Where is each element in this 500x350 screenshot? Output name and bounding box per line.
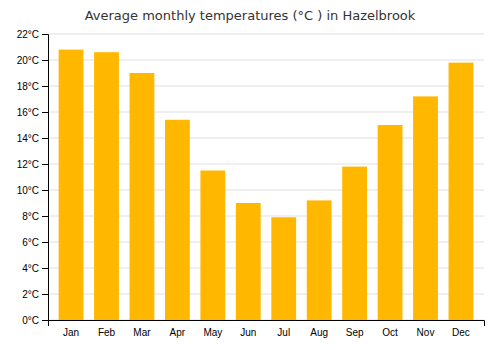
y-tick: 0°C (22, 315, 48, 326)
x-tick-label: Jul (277, 327, 290, 338)
y-axis: 0°C 2°C 4°C 6°C 8°C 10°C 12°C 14°C 16°C 18°C 20°C 2… (17, 29, 49, 326)
x-axis-line (49, 321, 485, 327)
x-tick-label: Dec (452, 327, 470, 338)
chart: 0°C 2°C 4°C 6°C 8°C 10°C 12°C 14°C 16°C 18°C 20°C 2… (0, 0, 500, 350)
y-tick: 22°C (17, 29, 48, 40)
x-tick: Jan (63, 327, 79, 338)
y-tick: 14°C (17, 133, 48, 144)
bar (165, 120, 190, 320)
bar (449, 63, 474, 320)
x-tick: Sep (346, 327, 364, 338)
title: Average monthly temperatures (°C ) in Ha… (85, 8, 416, 23)
y-tick-mark (42, 86, 48, 87)
x-tick: Nov (417, 327, 435, 338)
x-tick-label: Jan (63, 327, 79, 338)
x-tick: Jun (240, 327, 256, 338)
y-tick-mark (42, 268, 48, 269)
bar (271, 217, 296, 320)
y-tick: 16°C (17, 107, 48, 118)
bar (307, 200, 332, 320)
x-tick-label: Apr (170, 327, 186, 338)
y-tick-label: 20°C (17, 55, 39, 66)
x-tick: Oct (382, 327, 398, 338)
y-tick: 4°C (22, 263, 48, 274)
y-tick-label: 16°C (17, 107, 39, 118)
y-tick-label: 8°C (22, 211, 39, 222)
y-tick-label: 10°C (17, 185, 39, 196)
y-tick-mark (42, 294, 48, 295)
x-tick-label: Nov (417, 327, 435, 338)
bars (59, 50, 474, 320)
bar (130, 73, 155, 320)
x-axis: Jan Feb Mar Apr May Jun Jul Aug Sep Oct Nov Dec (49, 321, 485, 339)
bar (200, 171, 225, 321)
y-tick: 6°C (22, 237, 48, 248)
y-tick: 20°C (17, 55, 48, 66)
y-tick-mark (42, 242, 48, 243)
y-tick-mark (42, 216, 48, 217)
bar (59, 50, 84, 320)
x-tick: Apr (170, 327, 186, 338)
bar (378, 125, 403, 320)
y-tick-label: 18°C (17, 81, 39, 92)
plot: 0°C 2°C 4°C 6°C 8°C 10°C 12°C 14°C 16°C 18°C 20°C 2… (17, 29, 485, 338)
x-tick-label: Jun (240, 327, 256, 338)
y-tick-label: 14°C (17, 133, 39, 144)
y-tick-label: 6°C (22, 237, 39, 248)
x-tick: Mar (133, 327, 151, 338)
y-tick: 10°C (17, 185, 48, 196)
y-tick-label: 2°C (22, 289, 39, 300)
y-tick-label: 0°C (22, 315, 39, 326)
x-tick-label: Oct (382, 327, 398, 338)
y-tick-mark (42, 164, 48, 165)
y-tick-label: 12°C (17, 159, 39, 170)
y-tick-mark (42, 320, 48, 321)
y-tick-mark (42, 34, 48, 35)
x-tick-label: Sep (346, 327, 364, 338)
bar (342, 167, 367, 320)
y-tick-mark (42, 190, 48, 191)
bar (236, 203, 261, 320)
grid-line (48, 34, 484, 35)
bar (94, 52, 119, 320)
x-tick-label: May (203, 327, 222, 338)
y-tick: 8°C (22, 211, 48, 222)
x-tick-label: Feb (98, 327, 116, 338)
bar (413, 96, 438, 320)
y-tick: 12°C (17, 159, 48, 170)
y-tick-mark (42, 60, 48, 61)
x-tick: May (203, 327, 222, 338)
x-tick: Aug (310, 327, 328, 338)
x-tick: Jul (277, 327, 290, 338)
x-tick: Dec (452, 327, 470, 338)
y-tick-label: 22°C (17, 29, 39, 40)
y-tick: 2°C (22, 289, 48, 300)
x-tick: Feb (98, 327, 116, 338)
y-axis-line (42, 35, 49, 321)
y-tick: 18°C (17, 81, 48, 92)
y-tick-mark (42, 138, 48, 139)
y-tick-mark (42, 112, 48, 113)
y-tick-label: 4°C (22, 263, 39, 274)
x-tick-label: Mar (133, 327, 151, 338)
x-tick-label: Aug (310, 327, 328, 338)
grid (48, 34, 484, 320)
